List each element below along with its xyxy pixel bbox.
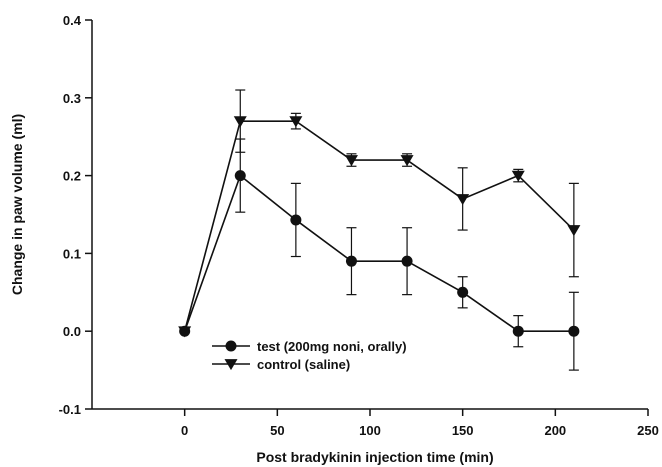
series-control <box>178 89 581 338</box>
y-tick-label: -0.1 <box>59 402 81 417</box>
legend-label: test (200mg noni, orally) <box>257 339 407 354</box>
x-tick-label: 200 <box>544 423 566 438</box>
y-tick-label: 0.0 <box>63 324 81 339</box>
x-tick-label: 50 <box>270 423 284 438</box>
y-tick-label: 0.3 <box>63 91 81 106</box>
legend-entry-control: control (saline) <box>212 357 350 372</box>
data-point <box>290 214 302 226</box>
x-tick-label: 250 <box>637 423 659 438</box>
x-tick-label: 150 <box>452 423 474 438</box>
data-point <box>344 155 358 167</box>
axes: -0.1 0.0 0.1 0.2 0.3 0.4 0 50 100 150 200 250 <box>59 13 659 438</box>
data-point <box>400 155 414 167</box>
series-line <box>183 120 575 332</box>
legend-marker <box>225 340 237 352</box>
data-point <box>568 325 580 337</box>
data-point <box>511 170 525 182</box>
y-tick-label: 0.1 <box>63 246 81 261</box>
x-tick-label: 0 <box>181 423 188 438</box>
x-axis-title: Post bradykinin injection time (min) <box>256 449 493 465</box>
data-point <box>345 255 357 267</box>
y-tick-label: 0.4 <box>63 13 82 28</box>
x-tick-label: 100 <box>359 423 381 438</box>
data-point <box>401 255 413 267</box>
data-point <box>178 326 192 338</box>
legend-label: control (saline) <box>257 357 350 372</box>
y-axis-title: Change in paw volume (ml) <box>9 114 25 295</box>
y-tick-label: 0.2 <box>63 169 81 184</box>
data-point <box>289 116 303 128</box>
legend-entry-test: test (200mg noni, orally) <box>212 339 407 354</box>
series-layer <box>178 89 581 371</box>
data-point <box>567 225 581 237</box>
series-line <box>183 174 574 333</box>
series-test <box>179 138 580 371</box>
legend: test (200mg noni, orally) control (saline… <box>212 339 407 372</box>
data-point <box>457 286 469 298</box>
data-point <box>456 194 470 206</box>
data-point <box>233 116 247 128</box>
data-point <box>512 325 524 337</box>
data-point <box>234 170 246 182</box>
legend-marker <box>224 359 238 371</box>
